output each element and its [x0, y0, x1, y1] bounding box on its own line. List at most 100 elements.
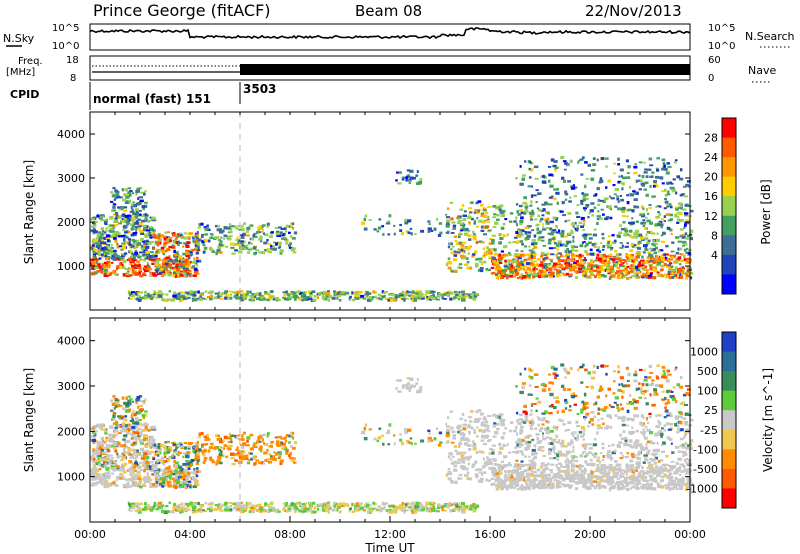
velocity-echo-cell	[189, 504, 192, 508]
velocity-echo-cell	[138, 502, 144, 506]
power-echo-cell	[355, 290, 359, 294]
power-echo-cell	[134, 264, 138, 267]
power-echo-cell	[661, 258, 665, 262]
power-echo-cell	[451, 245, 455, 248]
power-echo-cell	[684, 221, 687, 225]
velocity-echo-cell	[263, 451, 268, 455]
velocity-echo-cell	[217, 434, 221, 437]
velocity-echo-cell	[198, 432, 202, 435]
power-echo-cell	[609, 265, 614, 269]
velocity-echo-cell	[110, 457, 114, 460]
power-echo-cell	[545, 268, 549, 272]
velocity-echo-cell	[135, 400, 138, 405]
power-echo-cell	[670, 250, 675, 253]
power-echo-cell	[681, 233, 685, 237]
power-echo-cell	[224, 294, 229, 297]
power-ytick-label-3: 4000	[57, 128, 85, 141]
power-echo-cell	[134, 215, 139, 219]
power-echo-cell	[576, 263, 580, 266]
velocity-echo-cell	[176, 443, 180, 447]
power-echo-cell	[584, 197, 589, 201]
power-echo-cell	[174, 233, 178, 237]
power-echo-cell	[588, 212, 591, 215]
velocity-echo-cell	[133, 441, 136, 445]
power-echo-cell	[246, 230, 249, 233]
velocity-echo-cell	[105, 447, 110, 450]
power-echo-cell	[133, 247, 137, 250]
power-echo-cell	[142, 207, 146, 210]
power-echo-cell	[538, 219, 542, 223]
power-echo-cell	[153, 290, 157, 294]
velocity-echo-cell	[157, 454, 160, 457]
power-echo-cell	[634, 230, 638, 234]
power-echo-cell	[266, 225, 269, 228]
power-echo-cell	[172, 297, 176, 300]
power-echo-cell	[139, 296, 143, 300]
power-echo-cell	[130, 219, 135, 222]
power-echo-cell	[141, 219, 146, 223]
power-echo-cell	[92, 238, 95, 242]
velocity-echo-cell	[338, 510, 342, 514]
power-echo-cell	[98, 236, 103, 239]
power-echo-cell	[144, 269, 149, 273]
power-echo-cell	[561, 230, 565, 234]
power-echo-cell	[515, 240, 519, 244]
power-echo-cell	[557, 274, 562, 277]
power-echo-cell	[520, 274, 524, 278]
power-echo-cell	[594, 193, 598, 197]
power-echo-cell	[216, 228, 221, 232]
power-echo-cell	[526, 264, 530, 267]
power-echo-cell	[607, 246, 611, 249]
power-echo-cell	[573, 195, 577, 198]
power-echo-cell	[369, 297, 372, 300]
power-echo-cell	[308, 297, 313, 300]
power-echo-cell	[291, 247, 296, 250]
power-echo-cell	[401, 177, 405, 181]
velocity-echo-cell	[107, 449, 110, 452]
velocity-echo-cell	[240, 434, 244, 438]
power-echo-cell	[651, 257, 655, 261]
power-echo-cell	[183, 295, 189, 298]
power-echo-cell	[547, 166, 552, 168]
power-echo-cell	[141, 229, 146, 232]
power-echo-cell	[110, 271, 113, 275]
power-echo-cell	[650, 271, 653, 275]
power-echo-cell	[599, 199, 605, 202]
velocity-echo-cell	[129, 509, 133, 512]
power-echo-cell	[600, 242, 603, 245]
velocity-echo-cell	[144, 398, 147, 401]
cpid-segment-2: 3503	[243, 82, 276, 96]
velocity-echo-cell	[122, 454, 126, 458]
velocity-echo-cell	[139, 461, 143, 464]
power-echo-cell	[559, 210, 564, 213]
power-echo-cell	[249, 290, 252, 294]
power-echo-cell	[602, 248, 605, 251]
power-echo-cell	[506, 233, 509, 237]
power-echo-cell	[140, 247, 145, 250]
power-echo-cell	[624, 232, 628, 235]
power-echo-cell	[611, 234, 615, 237]
power-echo-cell	[209, 290, 214, 293]
velocity-echo-cell	[143, 423, 147, 426]
velocity-echo-cell	[140, 441, 144, 445]
velocity-echo-cell	[228, 502, 233, 505]
power-echo-cell	[681, 271, 684, 274]
power-echo-cell	[545, 222, 550, 225]
power-echo-cell	[460, 244, 465, 247]
power-echo-cell	[186, 273, 189, 277]
power-echo-cell	[137, 202, 142, 205]
power-echo-cell	[253, 297, 256, 300]
power-echo-cell	[475, 211, 479, 214]
power-echo-cell	[132, 212, 137, 216]
power-echo-cell	[215, 296, 220, 299]
power-echo-cell	[479, 203, 484, 207]
velocity-echo-cell	[98, 476, 103, 480]
power-echo-cell	[187, 236, 192, 238]
power-echo-cell	[561, 176, 565, 180]
power-echo-cell	[477, 208, 482, 211]
velocity-echo-cell	[136, 452, 141, 456]
power-echo-cell	[260, 239, 263, 243]
power-echo-cell	[485, 226, 488, 229]
power-echo-cell	[129, 210, 133, 213]
power-echo-cell	[118, 208, 122, 211]
